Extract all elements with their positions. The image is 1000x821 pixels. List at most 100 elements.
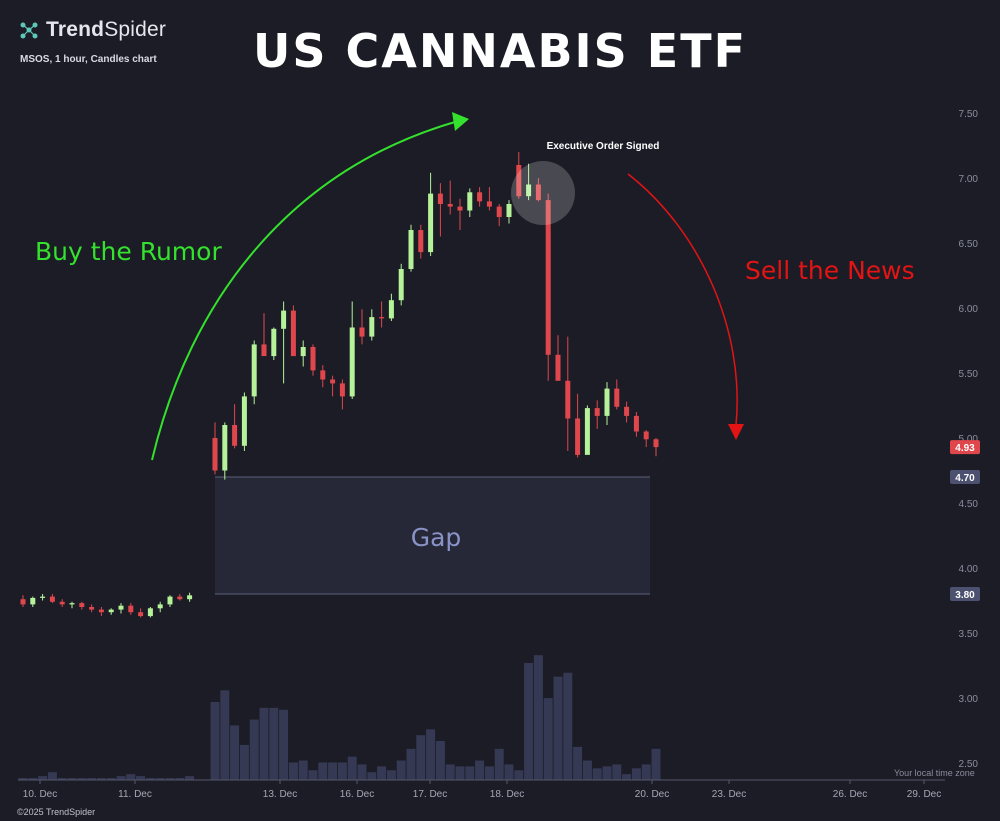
chart-title: US CANNABIS ETF	[253, 24, 747, 78]
candle-body	[59, 601, 65, 605]
y-tick-label: 4.50	[959, 499, 979, 510]
candle	[369, 309, 375, 341]
x-tick-label: 26. Dec	[833, 789, 867, 800]
volume-bar	[426, 729, 436, 780]
candle	[147, 607, 153, 618]
volume-bar	[465, 766, 475, 780]
volume-bar	[67, 778, 77, 780]
volume-bar	[210, 702, 220, 780]
y-tick-label: 5.50	[959, 369, 979, 380]
annotations: Buy the Rumor Sell the News Executive Orde…	[35, 112, 915, 552]
candle-body	[349, 327, 355, 397]
candle	[310, 344, 316, 376]
candle	[212, 422, 218, 475]
candle	[108, 608, 114, 615]
volume-bar	[308, 770, 318, 780]
candle-body	[388, 300, 394, 319]
volume-bar	[573, 746, 583, 780]
candle-body	[177, 596, 183, 600]
volume-bar	[259, 707, 269, 780]
candle	[486, 187, 492, 211]
candle	[428, 172, 434, 256]
candle	[653, 438, 659, 457]
candle	[457, 198, 463, 230]
price-candles	[20, 152, 659, 618]
candle	[339, 379, 345, 410]
candle-body	[222, 425, 228, 471]
volume-bar	[475, 760, 485, 780]
candle-body	[584, 408, 590, 455]
candle-body	[653, 439, 659, 448]
volume-bar	[145, 778, 155, 780]
candle	[89, 604, 95, 613]
volume-bar	[77, 778, 87, 780]
candle	[128, 603, 134, 615]
volume-bar	[651, 748, 661, 780]
candle-body	[565, 380, 571, 419]
volume-bar	[367, 772, 377, 780]
news-arrowhead	[728, 424, 744, 440]
x-tick-label: 18. Dec	[490, 789, 524, 800]
trendspider-logo: TrendSpider	[18, 18, 166, 42]
executive-order-highlight	[511, 161, 575, 225]
candle-body	[187, 595, 193, 600]
candle-body	[359, 327, 365, 337]
buy-the-rumor-label: Buy the Rumor	[35, 237, 222, 266]
volume-bar	[57, 778, 67, 780]
candle	[98, 607, 104, 617]
candle-body	[310, 347, 316, 371]
candle	[535, 178, 541, 202]
candle	[271, 327, 277, 360]
candle	[222, 422, 228, 480]
candle-body	[69, 603, 75, 605]
volume-bars	[18, 655, 661, 780]
candle	[545, 193, 551, 381]
volume-bar	[504, 764, 514, 780]
candle	[251, 340, 257, 405]
candle-body	[79, 603, 85, 607]
candle-body	[128, 605, 134, 613]
candle	[320, 365, 326, 388]
candle-body	[138, 612, 144, 617]
candle	[167, 595, 173, 607]
x-tick-label: 29. Dec	[907, 789, 941, 800]
volume-bar	[337, 762, 347, 780]
candle-body	[594, 408, 600, 416]
candle	[49, 594, 55, 604]
volume-bar	[96, 778, 106, 780]
candle-body	[604, 388, 610, 416]
candle-body	[20, 599, 26, 605]
candle	[187, 592, 193, 602]
news-arrow	[627, 173, 738, 426]
y-tick-label: 5.00	[959, 434, 979, 445]
candle-body	[545, 200, 551, 355]
candle	[418, 224, 424, 259]
x-tick-label: 17. Dec	[413, 789, 447, 800]
candle-body	[320, 370, 326, 380]
volume-bar	[126, 774, 136, 780]
volume-bar	[136, 776, 146, 780]
sell-the-news-label: Sell the News	[745, 256, 915, 285]
volume-bar	[318, 762, 328, 780]
volume-bar	[230, 725, 240, 780]
volume-bar	[298, 760, 308, 780]
volume-bar	[106, 778, 116, 780]
candle	[555, 335, 561, 381]
candle	[232, 404, 238, 449]
candle-body	[167, 596, 173, 605]
volume-bar	[386, 770, 396, 780]
candle-body	[147, 608, 153, 617]
candle-body	[271, 328, 277, 357]
price-label-badge	[950, 470, 980, 484]
candle-body	[633, 415, 639, 432]
volume-bar	[612, 764, 622, 780]
volume-bar	[524, 663, 534, 780]
candle-body	[624, 406, 630, 416]
volume-bar	[47, 772, 57, 780]
candle	[290, 305, 296, 357]
candle-body	[89, 607, 95, 610]
candle-body	[49, 596, 55, 602]
candle	[604, 382, 610, 425]
